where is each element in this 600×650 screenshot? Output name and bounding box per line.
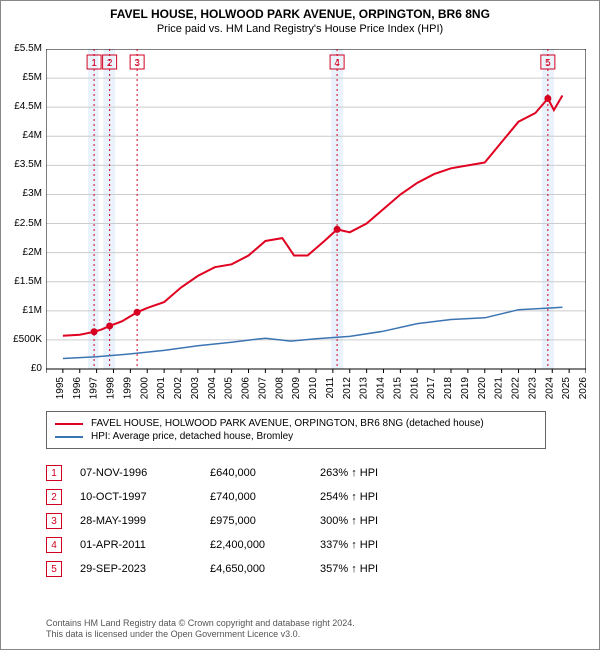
- sales-price: £4,650,000: [210, 563, 320, 575]
- svg-text:1998: 1998: [106, 377, 117, 400]
- sales-price: £975,000: [210, 515, 320, 527]
- sales-marker: 2: [46, 489, 62, 505]
- svg-text:5: 5: [545, 58, 551, 69]
- y-tick-label: £3M: [2, 188, 42, 199]
- y-tick-label: £1M: [2, 305, 42, 316]
- y-tick-label: £5M: [2, 72, 42, 83]
- titles: FAVEL HOUSE, HOLWOOD PARK AVENUE, ORPING…: [1, 1, 599, 35]
- sales-price: £2,400,000: [210, 539, 320, 551]
- sales-row: 5 29-SEP-2023£4,650,000357% ↑ HPI: [46, 557, 440, 581]
- sales-hpi: 300% ↑ HPI: [320, 515, 440, 527]
- svg-text:1994: 1994: [46, 377, 49, 400]
- footer-line2: This data is licensed under the Open Gov…: [46, 629, 355, 641]
- svg-text:2024: 2024: [544, 377, 555, 400]
- legend-swatch: [55, 423, 83, 425]
- svg-text:2020: 2020: [477, 377, 488, 400]
- footer-line1: Contains HM Land Registry data © Crown c…: [46, 618, 355, 630]
- svg-text:1999: 1999: [122, 377, 133, 400]
- chart-title: FAVEL HOUSE, HOLWOOD PARK AVENUE, ORPING…: [1, 7, 599, 21]
- y-tick-label: £2M: [2, 247, 42, 258]
- y-tick-label: £5.5M: [2, 43, 42, 54]
- sales-marker: 1: [46, 465, 62, 481]
- legend-item: FAVEL HOUSE, HOLWOOD PARK AVENUE, ORPING…: [55, 418, 537, 429]
- svg-text:2006: 2006: [241, 377, 252, 400]
- sales-date: 10-OCT-1997: [80, 491, 210, 503]
- sales-row: 2 10-OCT-1997£740,000254% ↑ HPI: [46, 485, 440, 509]
- y-tick-label: £500K: [2, 334, 42, 345]
- sales-hpi: 263% ↑ HPI: [320, 467, 440, 479]
- svg-text:2017: 2017: [426, 377, 437, 400]
- svg-text:2002: 2002: [173, 377, 184, 400]
- svg-text:2007: 2007: [257, 377, 268, 400]
- legend-swatch: [55, 436, 83, 438]
- plot-area: 1234519941995199619971998199920002001200…: [46, 49, 586, 369]
- legend-item: HPI: Average price, detached house, Brom…: [55, 431, 537, 442]
- svg-text:2001: 2001: [156, 377, 167, 400]
- svg-text:2023: 2023: [527, 377, 538, 400]
- svg-text:1995: 1995: [55, 377, 66, 400]
- svg-text:2013: 2013: [359, 377, 370, 400]
- svg-text:2022: 2022: [511, 377, 522, 400]
- y-tick-label: £0: [2, 363, 42, 374]
- chart-subtitle: Price paid vs. HM Land Registry's House …: [1, 23, 599, 35]
- sales-marker: 4: [46, 537, 62, 553]
- svg-text:2005: 2005: [224, 377, 235, 400]
- sales-date: 01-APR-2011: [80, 539, 210, 551]
- sales-price: £740,000: [210, 491, 320, 503]
- svg-text:4: 4: [334, 58, 340, 69]
- y-tick-label: £3.5M: [2, 159, 42, 170]
- sales-price: £640,000: [210, 467, 320, 479]
- sales-marker: 5: [46, 561, 62, 577]
- svg-text:2016: 2016: [409, 377, 420, 400]
- svg-text:1996: 1996: [72, 377, 83, 400]
- y-tick-label: £1.5M: [2, 276, 42, 287]
- sales-hpi: 337% ↑ HPI: [320, 539, 440, 551]
- svg-text:2011: 2011: [325, 377, 336, 399]
- svg-text:3: 3: [134, 58, 140, 69]
- legend: FAVEL HOUSE, HOLWOOD PARK AVENUE, ORPING…: [46, 411, 546, 449]
- sales-date: 29-SEP-2023: [80, 563, 210, 575]
- svg-text:2019: 2019: [460, 377, 471, 400]
- sales-date: 28-MAY-1999: [80, 515, 210, 527]
- svg-text:1: 1: [91, 58, 97, 69]
- svg-text:2003: 2003: [190, 377, 201, 400]
- footer: Contains HM Land Registry data © Crown c…: [46, 618, 355, 641]
- sales-hpi: 254% ↑ HPI: [320, 491, 440, 503]
- legend-label: FAVEL HOUSE, HOLWOOD PARK AVENUE, ORPING…: [91, 418, 484, 429]
- svg-text:2025: 2025: [561, 377, 572, 400]
- svg-text:2021: 2021: [494, 377, 505, 400]
- y-tick-label: £4.5M: [2, 101, 42, 112]
- y-tick-label: £2.5M: [2, 218, 42, 229]
- svg-text:2015: 2015: [392, 377, 403, 400]
- y-tick-label: £4M: [2, 130, 42, 141]
- legend-label: HPI: Average price, detached house, Brom…: [91, 431, 293, 442]
- sales-marker: 3: [46, 513, 62, 529]
- sales-hpi: 357% ↑ HPI: [320, 563, 440, 575]
- svg-text:2012: 2012: [342, 377, 353, 400]
- sales-date: 07-NOV-1996: [80, 467, 210, 479]
- sales-table: 1 07-NOV-1996£640,000263% ↑ HPI 2 10-OCT-19…: [46, 461, 440, 581]
- svg-text:2026: 2026: [578, 377, 586, 400]
- chart-container: FAVEL HOUSE, HOLWOOD PARK AVENUE, ORPING…: [0, 0, 600, 650]
- svg-text:2008: 2008: [274, 377, 285, 400]
- svg-text:2014: 2014: [376, 377, 387, 400]
- svg-text:2004: 2004: [207, 377, 218, 400]
- svg-text:2000: 2000: [139, 377, 150, 400]
- sales-row: 3 28-MAY-1999£975,000300% ↑ HPI: [46, 509, 440, 533]
- sales-row: 4 01-APR-2011£2,400,000337% ↑ HPI: [46, 533, 440, 557]
- sales-row: 1 07-NOV-1996£640,000263% ↑ HPI: [46, 461, 440, 485]
- svg-text:2010: 2010: [308, 377, 319, 400]
- svg-text:2: 2: [107, 58, 113, 69]
- svg-text:1997: 1997: [89, 377, 100, 400]
- chart-svg: 12 3 4 5 1994 1995 1996 1997 1998 1999 2000 2001 200…: [46, 49, 586, 409]
- svg-text:2009: 2009: [291, 377, 302, 400]
- svg-text:2018: 2018: [443, 377, 454, 400]
